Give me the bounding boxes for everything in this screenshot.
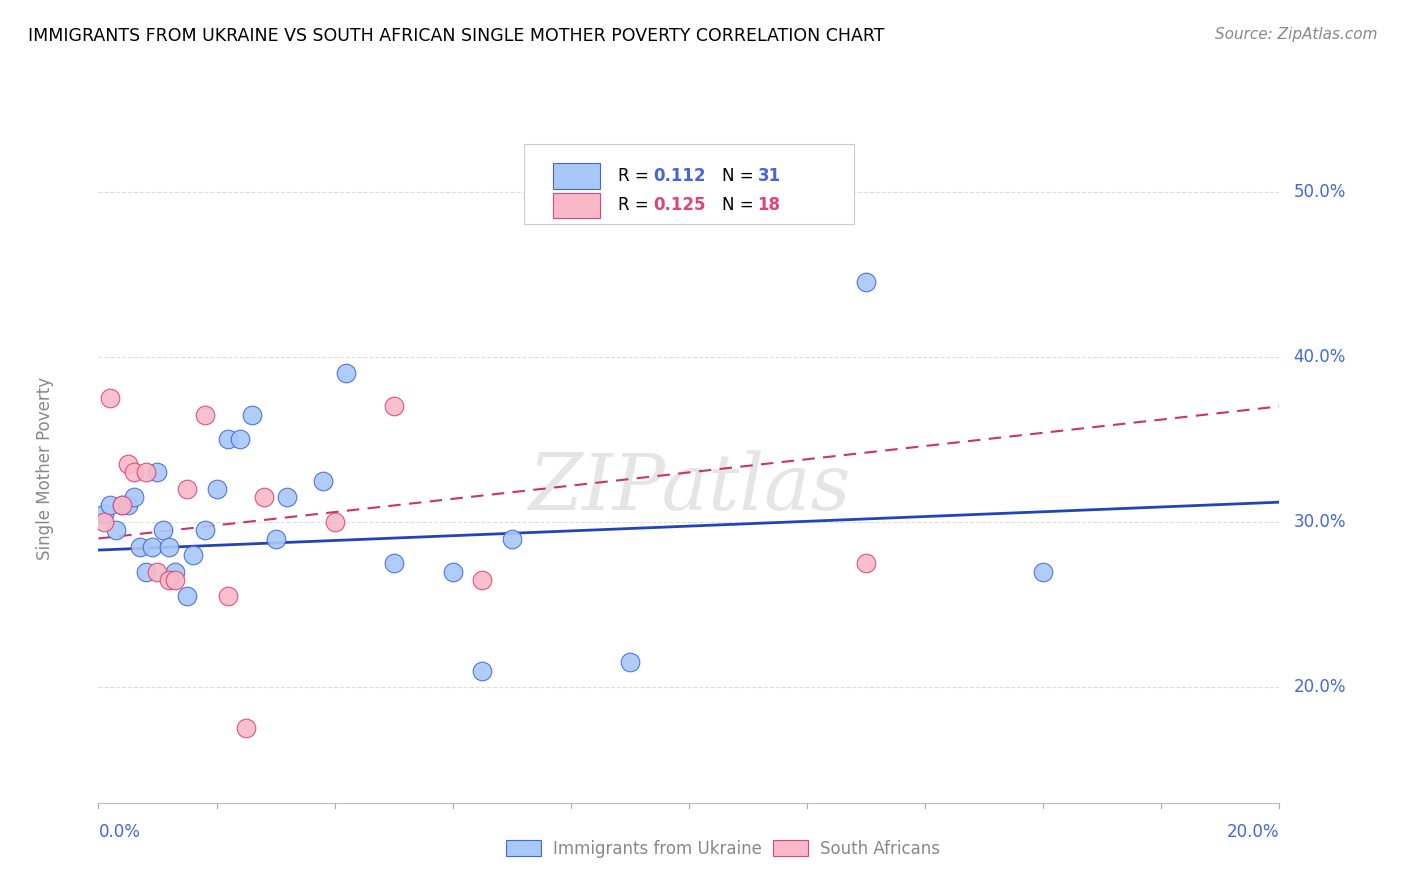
Text: 0.0%: 0.0% xyxy=(98,822,141,840)
Point xyxy=(382,400,405,414)
Point xyxy=(93,507,115,521)
Point xyxy=(235,722,257,736)
Point xyxy=(471,664,494,678)
Point xyxy=(501,532,523,546)
Text: 0.125: 0.125 xyxy=(654,196,706,214)
Point xyxy=(165,565,187,579)
Text: 20.0%: 20.0% xyxy=(1294,678,1346,696)
Text: South Africans: South Africans xyxy=(820,840,939,858)
Point xyxy=(240,408,263,422)
Text: R =: R = xyxy=(619,196,654,214)
Text: Immigrants from Ukraine: Immigrants from Ukraine xyxy=(553,840,762,858)
Point xyxy=(855,276,877,290)
Text: N =: N = xyxy=(723,167,759,185)
Point xyxy=(122,466,145,480)
Point xyxy=(217,433,239,447)
Point xyxy=(176,482,198,496)
FancyBboxPatch shape xyxy=(553,193,600,219)
Point xyxy=(117,499,139,513)
Text: 18: 18 xyxy=(758,196,780,214)
FancyBboxPatch shape xyxy=(523,144,855,224)
Point xyxy=(146,565,169,579)
Point xyxy=(619,656,641,670)
Point xyxy=(176,590,198,604)
Point xyxy=(111,499,134,513)
Text: N =: N = xyxy=(723,196,759,214)
Text: ZIPatlas: ZIPatlas xyxy=(527,450,851,526)
Point xyxy=(98,391,121,405)
Point xyxy=(1032,565,1054,579)
FancyBboxPatch shape xyxy=(553,163,600,189)
Point xyxy=(117,457,139,471)
Point xyxy=(157,540,180,554)
Point xyxy=(335,367,357,381)
Point xyxy=(855,556,877,570)
Point xyxy=(253,490,276,504)
Point xyxy=(157,573,180,587)
Point xyxy=(276,490,298,504)
Point xyxy=(98,499,121,513)
Point xyxy=(471,573,494,587)
Text: Source: ZipAtlas.com: Source: ZipAtlas.com xyxy=(1215,27,1378,42)
Text: 30.0%: 30.0% xyxy=(1294,513,1346,531)
Text: Single Mother Poverty: Single Mother Poverty xyxy=(37,376,55,560)
Text: 40.0%: 40.0% xyxy=(1294,348,1346,366)
Point xyxy=(122,490,145,504)
Text: 20.0%: 20.0% xyxy=(1227,822,1279,840)
Point xyxy=(105,523,128,537)
Point xyxy=(312,474,335,488)
Text: 50.0%: 50.0% xyxy=(1294,183,1346,201)
Point xyxy=(264,532,287,546)
Point xyxy=(135,466,157,480)
Point xyxy=(128,540,150,554)
Point xyxy=(194,408,217,422)
Text: R =: R = xyxy=(619,167,654,185)
Text: 31: 31 xyxy=(758,167,780,185)
Point xyxy=(141,540,163,554)
Point xyxy=(194,523,217,537)
Point xyxy=(135,565,157,579)
Point xyxy=(152,523,174,537)
Text: 0.112: 0.112 xyxy=(654,167,706,185)
Point xyxy=(323,515,346,529)
Point xyxy=(111,499,134,513)
Point xyxy=(382,556,405,570)
Point xyxy=(181,548,204,562)
Text: IMMIGRANTS FROM UKRAINE VS SOUTH AFRICAN SINGLE MOTHER POVERTY CORRELATION CHART: IMMIGRANTS FROM UKRAINE VS SOUTH AFRICAN… xyxy=(28,27,884,45)
Point xyxy=(146,466,169,480)
Point xyxy=(205,482,228,496)
Point xyxy=(441,565,464,579)
Point xyxy=(165,573,187,587)
Point xyxy=(93,515,115,529)
Point xyxy=(229,433,252,447)
Point xyxy=(217,590,239,604)
